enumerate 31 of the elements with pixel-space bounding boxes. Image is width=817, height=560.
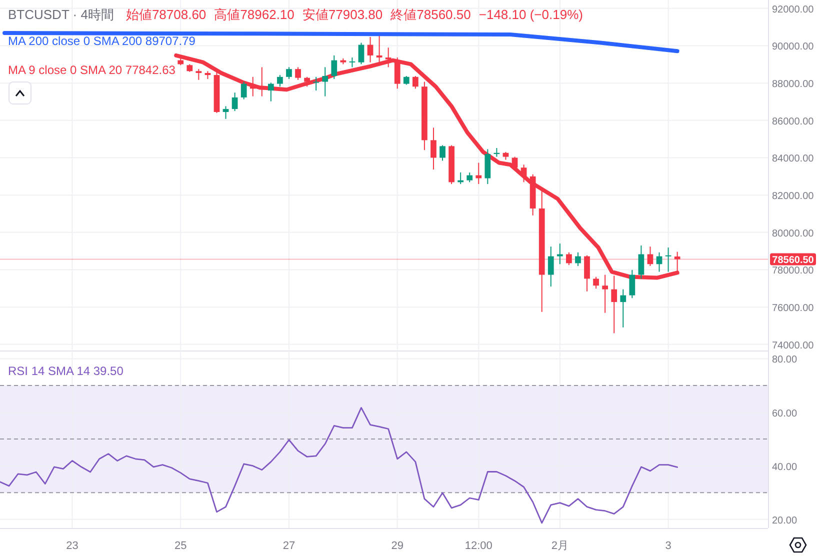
- y-tick-label: 84000.00: [772, 154, 814, 165]
- x-tick-label: 29: [391, 540, 404, 552]
- x-tick-label: 27: [282, 540, 296, 552]
- y-tick-label: 88000.00: [772, 79, 814, 90]
- x-tick-label: 2月: [551, 540, 568, 552]
- legend-item: RSI 14 SMA 14 39.50: [8, 364, 124, 378]
- annotation: 高値78962.10: [214, 7, 294, 22]
- annotation: 安値77903.80: [302, 7, 383, 22]
- y-tick-label: 60.00: [772, 408, 798, 420]
- legend-item: MA 9 close 0 SMA 20 77842.63: [8, 63, 176, 77]
- y-tick-label: 80.00: [772, 354, 798, 366]
- x-tick-label: 23: [66, 540, 78, 552]
- y-tick-label: 86000.00: [772, 116, 814, 128]
- annotation: −148.10 (−0.19%): [478, 7, 583, 22]
- y-tick-label: 90000.00: [772, 42, 814, 53]
- y-tick-label: 40.00: [772, 462, 798, 473]
- y-tick-label: 82000.00: [772, 191, 814, 202]
- y-tick-label: 92000.00: [772, 4, 814, 16]
- x-tick-label: 3: [665, 540, 672, 552]
- x-tick-label: 25: [174, 540, 187, 552]
- legend-item: MA 200 close 0 SMA 200 89707.79: [8, 34, 196, 48]
- y-tick-label: 76000.00: [772, 303, 814, 314]
- text: BTCUSDT · 4時間: [8, 7, 114, 22]
- x-tick-label: 12:00: [464, 540, 492, 552]
- annotation: 始値78708.60: [126, 7, 206, 22]
- annotation: 終値78560.50: [390, 7, 471, 22]
- y-tick-label: 20.00: [772, 515, 798, 526]
- y-tick-label: 80000.00: [772, 228, 814, 240]
- y-tick-label: 74000.00: [772, 340, 814, 352]
- y-tick-label: 78000.00: [772, 266, 814, 277]
- price-tag: 78560.50: [770, 253, 816, 266]
